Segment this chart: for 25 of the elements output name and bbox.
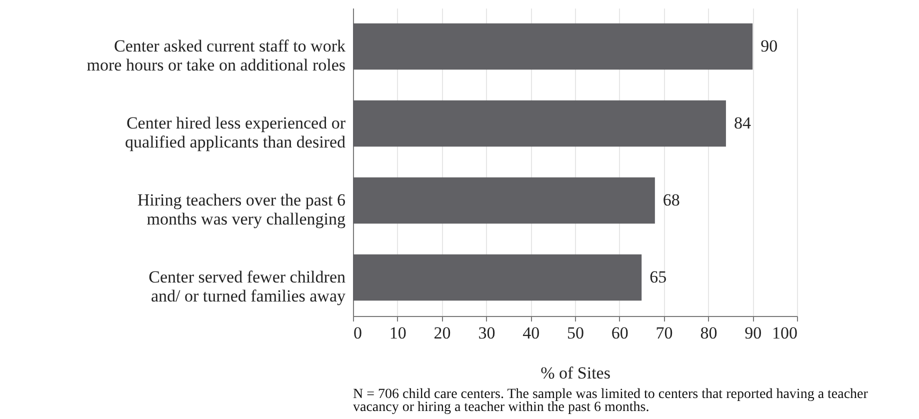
data-label: 84 bbox=[734, 114, 752, 132]
x-tick-label: 30 bbox=[478, 324, 496, 342]
bar bbox=[353, 254, 642, 301]
x-tick-label: 70 bbox=[656, 324, 673, 342]
x-axis-title: % of Sites bbox=[540, 364, 610, 382]
y-tick-label: Hiring teachers over the past 6 months was very challenging bbox=[137, 190, 346, 228]
y-tick-label: Center served fewer children and/ or turned families away bbox=[148, 268, 346, 306]
x-tick-label: 50 bbox=[567, 324, 584, 342]
y-tick-label: Center asked current staff to work more hours or take on additional roles bbox=[86, 36, 346, 74]
x-tick-label: 10 bbox=[389, 324, 406, 342]
text: N = 706 child care centers. The sample was limited to centers that reported having a teacher vacancy or hiring a teacher within the past 6 months. bbox=[353, 387, 869, 415]
x-tick-label: 20 bbox=[434, 324, 451, 342]
x-tick-label: 40 bbox=[522, 324, 540, 342]
data-label: 65 bbox=[650, 268, 667, 286]
data-label: 90 bbox=[760, 36, 778, 56]
bar bbox=[353, 100, 726, 147]
bar bbox=[353, 23, 753, 70]
data-label: 68 bbox=[662, 190, 680, 210]
x-tick-label: 80 bbox=[700, 324, 718, 342]
x-tick-label: 0 bbox=[354, 324, 362, 342]
y-tick-label: Center hired less experienced or qualified applicants than desired bbox=[125, 114, 346, 152]
x-tick-label: 60 bbox=[611, 324, 628, 342]
bar bbox=[353, 177, 655, 224]
x-tick-label: 100 bbox=[772, 324, 798, 342]
x-tick-label: 90 bbox=[744, 324, 762, 342]
